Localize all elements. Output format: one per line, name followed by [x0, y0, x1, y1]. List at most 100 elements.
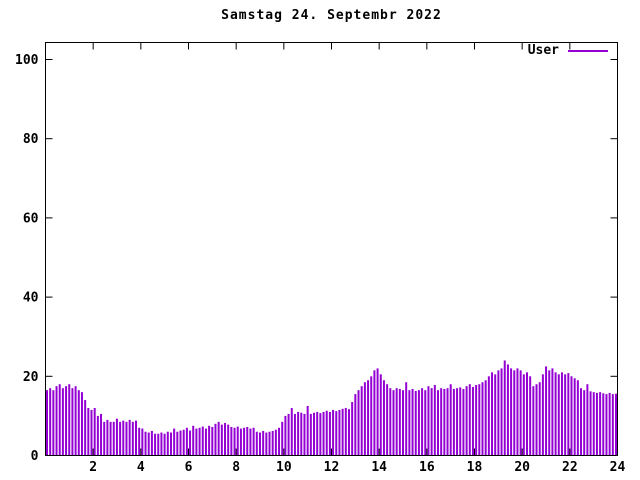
- bar: [560, 372, 563, 456]
- bar: [189, 430, 192, 456]
- bar: [341, 408, 344, 456]
- bar: [65, 386, 68, 456]
- bar: [157, 433, 160, 456]
- bar: [478, 384, 481, 456]
- bar: [351, 402, 354, 456]
- bar: [287, 413, 290, 456]
- bar: [262, 430, 265, 456]
- bar: [398, 388, 401, 456]
- bar: [583, 390, 586, 456]
- bar: [459, 387, 462, 456]
- bar: [163, 433, 166, 456]
- bar: [246, 426, 249, 456]
- bar: [300, 412, 303, 456]
- y-tick-label: 0: [31, 449, 39, 464]
- bar: [119, 421, 122, 456]
- bar: [173, 428, 176, 456]
- x-tick-label: 20: [514, 460, 530, 475]
- bar: [160, 432, 163, 456]
- x-tick-label: 14: [371, 460, 387, 475]
- bar: [430, 388, 433, 456]
- bar: [252, 427, 255, 456]
- bar: [284, 415, 287, 456]
- bar: [513, 370, 516, 456]
- bar: [176, 431, 179, 456]
- bar: [166, 431, 169, 456]
- bar: [131, 421, 134, 456]
- bar: [580, 388, 583, 456]
- bar: [195, 428, 198, 456]
- bar: [576, 380, 579, 456]
- bar: [402, 390, 405, 456]
- bar: [293, 413, 296, 456]
- bar: [446, 388, 449, 456]
- x-tick-label: 16: [419, 460, 435, 475]
- bar: [230, 426, 233, 456]
- ticks-group: [45, 42, 618, 456]
- bar: [363, 382, 366, 456]
- bar: [332, 409, 335, 456]
- bar: [236, 426, 239, 456]
- bar: [52, 390, 55, 456]
- bar: [313, 412, 316, 456]
- bar: [525, 372, 528, 456]
- bar: [443, 388, 446, 456]
- bar: [570, 376, 573, 456]
- bar: [538, 382, 541, 456]
- x-tick-label: 10: [276, 460, 292, 475]
- bar: [535, 384, 538, 456]
- bar: [179, 430, 182, 456]
- bar: [532, 386, 535, 456]
- bar: [233, 427, 236, 456]
- bar: [125, 421, 128, 456]
- bar: [411, 388, 414, 456]
- bar: [615, 393, 617, 456]
- bar: [548, 370, 551, 456]
- bar: [516, 368, 519, 456]
- bar: [322, 411, 325, 456]
- bar: [347, 409, 350, 456]
- bar: [55, 386, 58, 456]
- bar: [217, 421, 220, 456]
- bar: [192, 425, 195, 456]
- bar: [484, 380, 487, 456]
- bar: [510, 368, 513, 456]
- bar: [239, 428, 242, 456]
- bar: [564, 374, 567, 456]
- bar: [376, 368, 379, 456]
- bar: [87, 407, 90, 456]
- bar: [61, 388, 64, 456]
- bar: [382, 380, 385, 456]
- bar: [379, 374, 382, 456]
- legend-line-sample: [568, 49, 608, 52]
- bar: [77, 390, 80, 456]
- bar: [592, 392, 595, 456]
- x-tick-label: 2: [89, 460, 97, 475]
- y-tick-label: 60: [23, 211, 39, 226]
- bar: [74, 386, 77, 456]
- bar: [519, 370, 522, 456]
- bar: [529, 376, 532, 456]
- bar: [58, 384, 61, 456]
- bar: [417, 390, 420, 456]
- bar: [255, 431, 258, 456]
- bar: [338, 409, 341, 456]
- bar: [297, 411, 300, 456]
- bar: [290, 407, 293, 456]
- bar: [357, 390, 360, 456]
- bar: [551, 368, 554, 456]
- bar: [541, 374, 544, 456]
- bar: [103, 421, 106, 456]
- bar: [522, 374, 525, 456]
- x-tick-label: 18: [467, 460, 483, 475]
- bar: [249, 428, 252, 456]
- y-tick-label: 40: [23, 291, 39, 306]
- bar: [389, 388, 392, 456]
- bar: [494, 374, 497, 456]
- axes-group: [45, 42, 618, 456]
- bar: [354, 394, 357, 456]
- bar: [392, 390, 395, 456]
- bar: [335, 411, 338, 456]
- bar: [506, 364, 509, 456]
- bar: [204, 428, 207, 456]
